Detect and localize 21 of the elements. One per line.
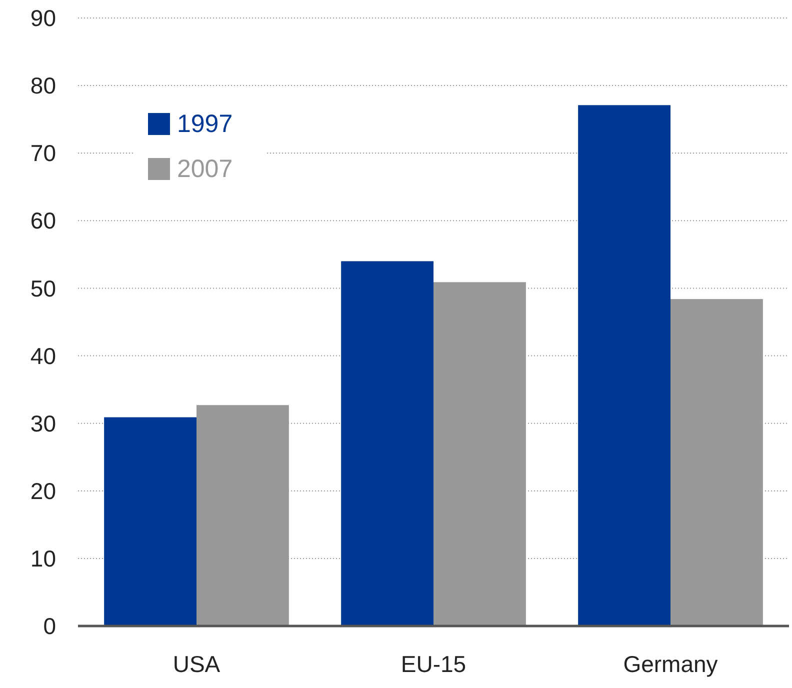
x-tick-label: EU-15 (400, 651, 466, 677)
y-tick-label: 40 (30, 342, 56, 369)
y-tick-label: 30 (30, 410, 56, 436)
bar (670, 299, 763, 626)
y-tick-label: 70 (30, 140, 56, 166)
bar (196, 405, 289, 626)
legend-label: 1997 (177, 110, 233, 138)
y-tick-label: 0 (43, 613, 56, 640)
y-tick-label: 50 (30, 275, 56, 302)
bar (104, 417, 196, 626)
y-tick-label: 90 (30, 5, 56, 32)
bar (578, 105, 670, 626)
y-tick-label: 80 (30, 72, 56, 99)
y-tick-label: 10 (30, 545, 56, 572)
x-tick-label: Germany (623, 651, 718, 677)
y-tick-label: 60 (30, 208, 56, 234)
bar (341, 261, 434, 626)
legend-label: 2007 (177, 155, 233, 183)
x-tick-label: USA (172, 651, 221, 677)
y-tick-label: 20 (30, 478, 56, 504)
bar (434, 282, 526, 626)
